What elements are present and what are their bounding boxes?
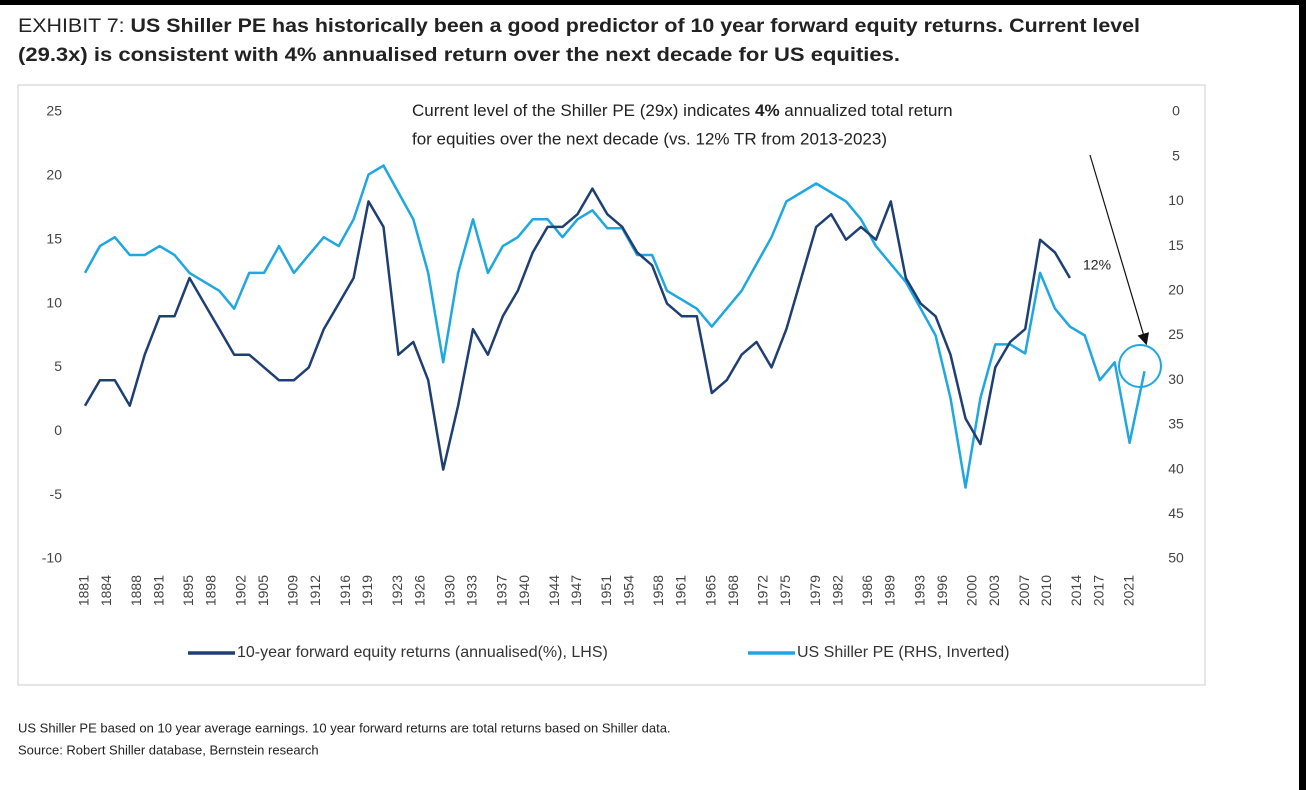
x-tick-label: 2021 bbox=[1120, 575, 1136, 606]
x-tick-label: 2000 bbox=[964, 575, 980, 606]
y2-tick-label: 15 bbox=[1168, 237, 1184, 253]
x-tick-label: 2007 bbox=[1016, 575, 1032, 606]
y-tick-label: 0 bbox=[54, 422, 62, 438]
title-prefix: EXHIBIT 7: bbox=[18, 16, 125, 37]
x-tick-label: 1996 bbox=[934, 575, 950, 606]
title-line-1: EXHIBIT 7: US Shiller PE has historicall… bbox=[18, 16, 1140, 37]
x-tick-label: 1982 bbox=[829, 575, 845, 606]
page-background bbox=[0, 5, 1299, 790]
x-tick-label: 2010 bbox=[1038, 575, 1054, 606]
y-tick-label: -5 bbox=[50, 486, 63, 502]
x-tick-label: 1958 bbox=[650, 575, 666, 606]
x-tick-label: 1909 bbox=[285, 575, 301, 606]
x-tick-label: 1888 bbox=[128, 575, 144, 606]
x-tick-label: 1951 bbox=[598, 575, 614, 606]
y-tick-label: 15 bbox=[46, 230, 62, 246]
x-tick-label: 2014 bbox=[1068, 575, 1084, 606]
x-tick-label: 1986 bbox=[859, 575, 875, 606]
x-tick-label: 1989 bbox=[882, 575, 898, 606]
y-tick-label: 20 bbox=[46, 167, 62, 183]
x-tick-label: 1884 bbox=[98, 575, 114, 606]
y-tick-label: 10 bbox=[46, 294, 62, 310]
y2-tick-label: 20 bbox=[1168, 282, 1184, 298]
annotation-line-1: Current level of the Shiller PE (29x) in… bbox=[412, 101, 953, 120]
y2-tick-label: 10 bbox=[1168, 192, 1184, 208]
y-tick-label: 5 bbox=[54, 358, 62, 374]
x-tick-label: 1895 bbox=[180, 575, 196, 606]
source: Source: Robert Shiller database, Bernste… bbox=[18, 742, 319, 757]
title-text: US Shiller PE has historically been a go… bbox=[131, 16, 1140, 37]
x-tick-label: 2003 bbox=[986, 575, 1002, 606]
legend-label: US Shiller PE (RHS, Inverted) bbox=[797, 644, 1010, 661]
legend-label: 10-year forward equity returns (annualis… bbox=[237, 644, 608, 661]
annotation-text: Current level of the Shiller PE (29x) in… bbox=[412, 101, 755, 120]
series-line bbox=[83, 164, 1146, 489]
y2-tick-label: 50 bbox=[1168, 550, 1184, 566]
y-tick-label: -10 bbox=[42, 550, 62, 566]
x-tick-label: 1881 bbox=[76, 575, 92, 606]
y2-tick-label: 40 bbox=[1168, 460, 1184, 476]
annotation-text: annualized total return bbox=[780, 101, 953, 120]
x-tick-label: 1972 bbox=[755, 575, 771, 606]
x-tick-label: 1979 bbox=[807, 575, 823, 606]
x-tick-label: 1937 bbox=[494, 575, 510, 606]
y2-tick-label: 25 bbox=[1168, 326, 1184, 342]
y-tick-label: 25 bbox=[46, 103, 62, 119]
x-tick-label: 1930 bbox=[441, 575, 457, 606]
x-tick-label: 1975 bbox=[777, 575, 793, 606]
x-tick-label: 1919 bbox=[359, 575, 375, 606]
y2-tick-label: 45 bbox=[1168, 505, 1184, 521]
x-tick-label: 2017 bbox=[1090, 575, 1106, 606]
x-tick-label: 1965 bbox=[702, 575, 718, 606]
y2-tick-label: 30 bbox=[1168, 371, 1184, 387]
y2-tick-label: 35 bbox=[1168, 416, 1184, 432]
annotation-line-2: for equities over the next decade (vs. 1… bbox=[412, 129, 887, 148]
x-tick-label: 1916 bbox=[337, 575, 353, 606]
footnote: US Shiller PE based on 10 year average e… bbox=[18, 720, 671, 735]
title-line-2: (29.3x) is consistent with 4% annualised… bbox=[18, 45, 900, 66]
y2-tick-label: 0 bbox=[1172, 103, 1180, 119]
x-tick-label: 1891 bbox=[150, 575, 166, 606]
end-label: 12% bbox=[1083, 257, 1111, 273]
annotation-bold: 4% bbox=[755, 101, 780, 120]
x-tick-label: 1940 bbox=[516, 575, 532, 606]
x-tick-label: 1902 bbox=[232, 575, 248, 606]
x-tick-label: 1954 bbox=[620, 575, 636, 606]
x-tick-label: 1905 bbox=[255, 575, 271, 606]
y2-tick-label: 5 bbox=[1172, 147, 1180, 163]
series-line bbox=[83, 187, 1071, 471]
x-tick-label: 1923 bbox=[389, 575, 405, 606]
chart-frame bbox=[17, 84, 1206, 686]
annotation-arrow bbox=[1089, 154, 1150, 346]
x-tick-label: 1933 bbox=[464, 575, 480, 606]
plot: -10 -5 0 5 10 15 20 25 0 5 10 15 20 25 30 35 40 45 50 1881 1… bbox=[42, 103, 1184, 662]
x-tick-label: 1968 bbox=[725, 575, 741, 606]
x-tick-label: 1993 bbox=[911, 575, 927, 606]
x-tick-label: 1926 bbox=[411, 575, 427, 606]
x-tick-label: 1944 bbox=[546, 575, 562, 606]
x-tick-label: 1912 bbox=[307, 575, 323, 606]
x-tick-label: 1961 bbox=[673, 575, 689, 606]
x-tick-label: 1947 bbox=[568, 575, 584, 606]
x-tick-label: 1898 bbox=[203, 575, 219, 606]
